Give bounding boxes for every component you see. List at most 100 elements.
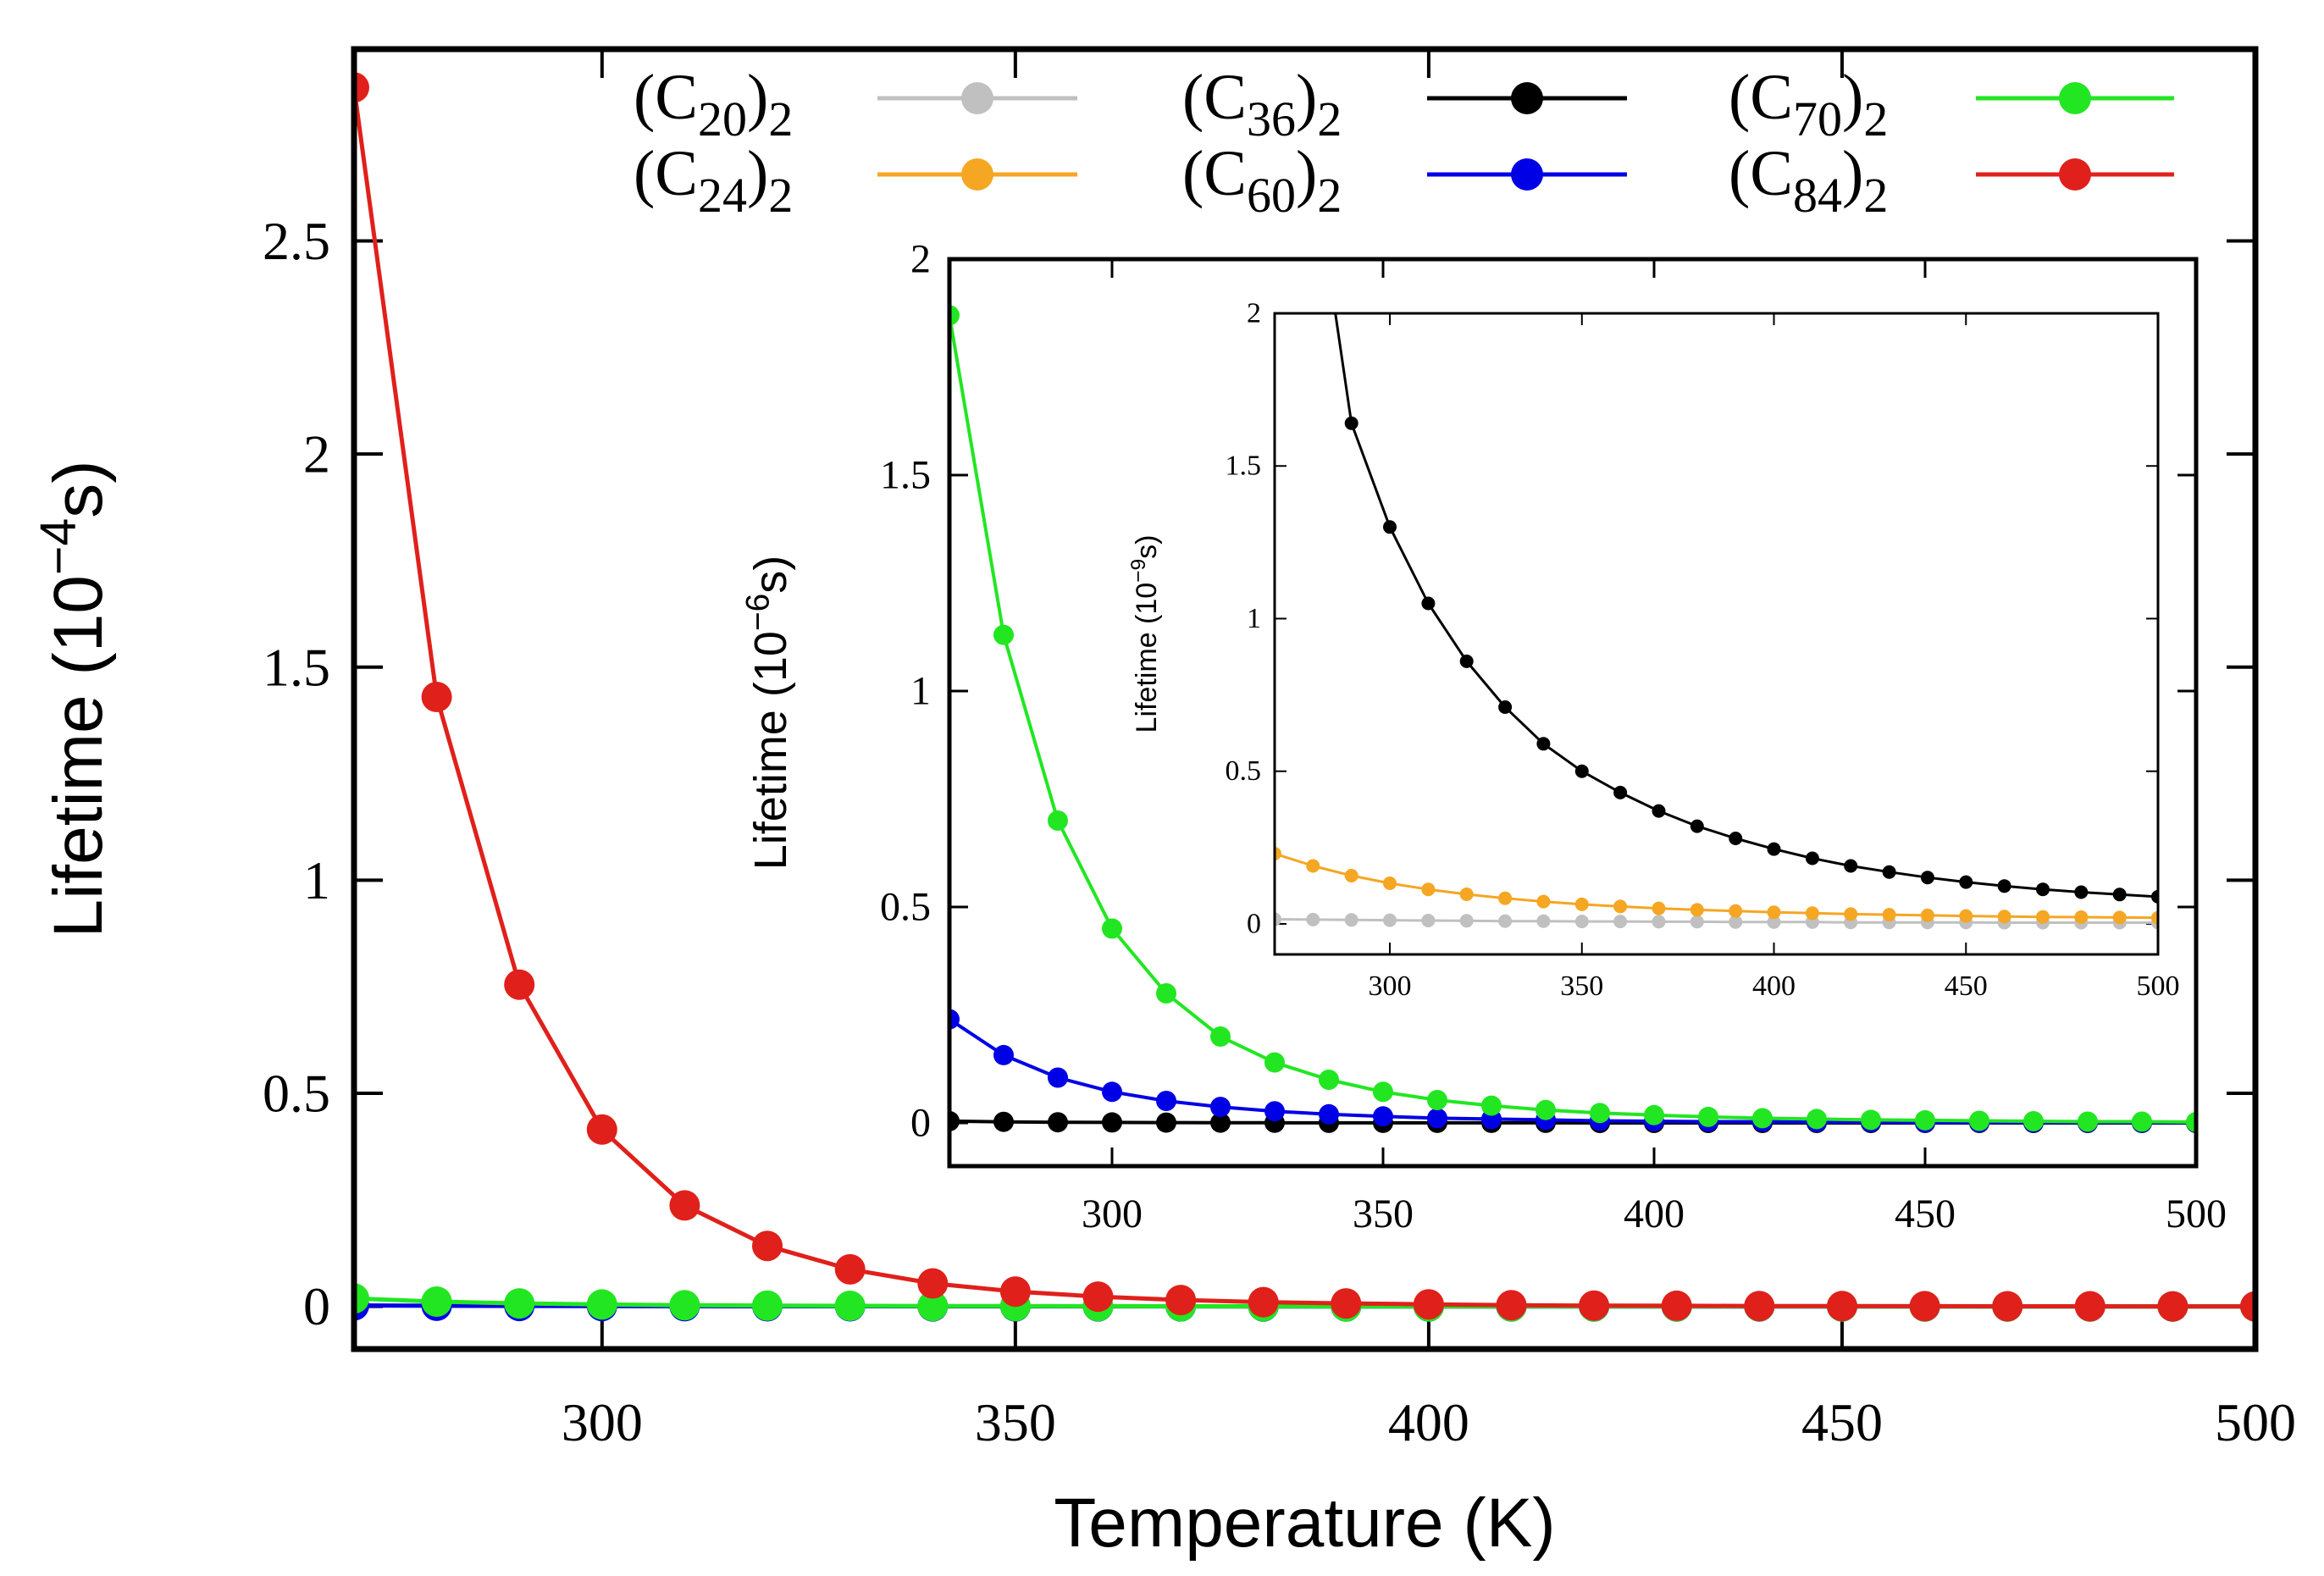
inset2-point-C20 [1729, 915, 1743, 929]
inset2-point-C36 [2151, 889, 2158, 904]
inset1-point-C70 [1048, 810, 1068, 831]
inset2-point-C36 [2036, 882, 2050, 897]
inset1-ytick-label: 0.5 [880, 885, 931, 930]
inset2-point-C24 [1613, 899, 1628, 914]
inset1-point-C70 [2023, 1111, 2044, 1131]
inset2-point-C36 [1498, 700, 1513, 714]
inset1-point-C36 [949, 1110, 960, 1131]
main-ylabel: Lifetime (10−4s) [30, 460, 117, 937]
inset2-point-C20 [1574, 915, 1589, 929]
inset1-xtick-label: 400 [1624, 1192, 1685, 1236]
inset2-point-C20 [1613, 915, 1628, 929]
main-point-C84 [1165, 1285, 1197, 1316]
inset2-point-C24 [2074, 910, 2089, 924]
inset1-ytick-label: 0 [910, 1101, 931, 1146]
inset1-point-C70 [1807, 1109, 1827, 1130]
inset2-point-C20 [1652, 915, 1666, 929]
main-point-C70 [669, 1290, 700, 1321]
inset1-frame [947, 257, 2199, 1169]
legend-marker-C60 [1511, 158, 1543, 191]
inset1-point-C60 [1264, 1101, 1285, 1122]
inset1-ylabel: Lifetime (10−6s) [739, 556, 796, 870]
main-point-C70 [834, 1291, 866, 1321]
inset2-point-C36 [1613, 785, 1628, 799]
inset2-point-C20 [1383, 913, 1397, 927]
main-plot: 300 350 400 450 500 0 0.5 1 1.5 2 2.5 Lifetime (10−… [30, 46, 2296, 1562]
inset2-point-C24 [1498, 891, 1513, 905]
inset1-point-C36 [1210, 1112, 1231, 1133]
main-point-C84 [2074, 1291, 2105, 1322]
inset1-xtick-label: 350 [1353, 1192, 1414, 1236]
inset1-point-C70 [1969, 1110, 1989, 1131]
inset1-xtick-label: 500 [2166, 1192, 2227, 1236]
inset2-point-C36 [1920, 871, 1934, 885]
inset1-point-C36 [993, 1111, 1014, 1132]
main-point-C84 [421, 682, 452, 712]
inset1-point-C70 [1644, 1104, 1664, 1125]
inset1-point-C60 [1373, 1106, 1393, 1127]
inset2-point-C24 [1920, 908, 1934, 922]
main-ytick-label: 0.5 [263, 1064, 330, 1124]
main-ytick-label: 2.5 [263, 211, 330, 271]
inset2-point-C24 [1767, 905, 1781, 920]
legend-label-C36: (C36)2 [1182, 62, 1342, 147]
inset2-point-C20 [1767, 915, 1781, 929]
inset2-ytick-label: 0 [1247, 908, 1261, 939]
inset2-background [1275, 313, 2158, 954]
main-point-C84 [1331, 1288, 1362, 1319]
main-point-C84 [999, 1276, 1031, 1308]
inset1-point-C60 [1048, 1067, 1068, 1088]
inset1-point-C60 [949, 1009, 960, 1030]
legend-label-C84: (C84)2 [1729, 138, 1888, 223]
inset1-point-C36 [1048, 1112, 1068, 1133]
inset1-point-C70 [1861, 1109, 1881, 1131]
inset2-point-C20 [1459, 914, 1474, 928]
inset1-point-C70 [2078, 1111, 2098, 1132]
inset1-point-C70 [1156, 983, 1176, 1004]
inset2-point-C20 [1421, 914, 1436, 927]
inset2-point-C24 [2112, 910, 2127, 925]
inset2-point-C36 [1690, 819, 1704, 833]
inset1-point-C60 [1427, 1108, 1447, 1129]
main-point-C84 [1248, 1286, 1279, 1318]
inset2-point-C24 [2151, 910, 2158, 925]
legend-marker-C70 [2059, 82, 2091, 114]
inset1-point-C70 [1481, 1095, 1502, 1116]
inset2-ytick-label: 1.5 [1226, 451, 1262, 482]
inset1-point-C60 [993, 1044, 1014, 1065]
main-xlabel: Temperature (K) [1054, 1485, 1555, 1562]
inset1-point-C70 [1210, 1026, 1231, 1047]
inset2-ytick-label: 1 [1247, 603, 1261, 634]
inset2-point-C24 [1383, 876, 1397, 890]
main-xtick-label: 450 [1801, 1392, 1883, 1452]
main-point-C84 [504, 969, 535, 1000]
main-point-C70 [917, 1291, 949, 1322]
inset2-ytick-label: 0.5 [1226, 755, 1262, 787]
main-point-C84 [834, 1253, 866, 1285]
main-ytick-label: 2 [303, 424, 330, 484]
main-ytick-label: 1 [303, 850, 330, 910]
legend-marker-C20 [961, 82, 993, 114]
legend-label-C60: (C60)2 [1182, 138, 1342, 223]
inset2-point-C36 [1767, 842, 1781, 856]
main-xtick-label: 500 [2215, 1392, 2296, 1452]
main-point-C70 [752, 1290, 783, 1321]
inset1-xtick-label: 450 [1895, 1192, 1956, 1236]
main-point-C84 [1082, 1281, 1114, 1313]
inset1-ytick-label: 1.5 [880, 453, 931, 498]
inset2-point-C24 [1459, 888, 1474, 901]
inset2-point-C36 [1844, 859, 1858, 873]
main-point-C84 [1413, 1289, 1444, 1320]
inset2-point-C20 [1498, 914, 1513, 928]
inset2-point-C24 [1574, 897, 1589, 911]
inset2-point-C24 [1882, 908, 1896, 922]
inset2-point-C36 [2074, 885, 2089, 899]
inset2-point-C20 [1536, 914, 1551, 928]
inset1-ytick-label: 2 [910, 237, 931, 282]
main-ytick-label: 0 [303, 1276, 330, 1336]
inset1-point-C36 [1156, 1112, 1176, 1133]
inset2-point-C36 [1574, 764, 1589, 778]
main-point-C84 [752, 1230, 783, 1262]
inset2-frame [1273, 312, 2160, 956]
inset2-point-C24 [1729, 904, 1743, 918]
